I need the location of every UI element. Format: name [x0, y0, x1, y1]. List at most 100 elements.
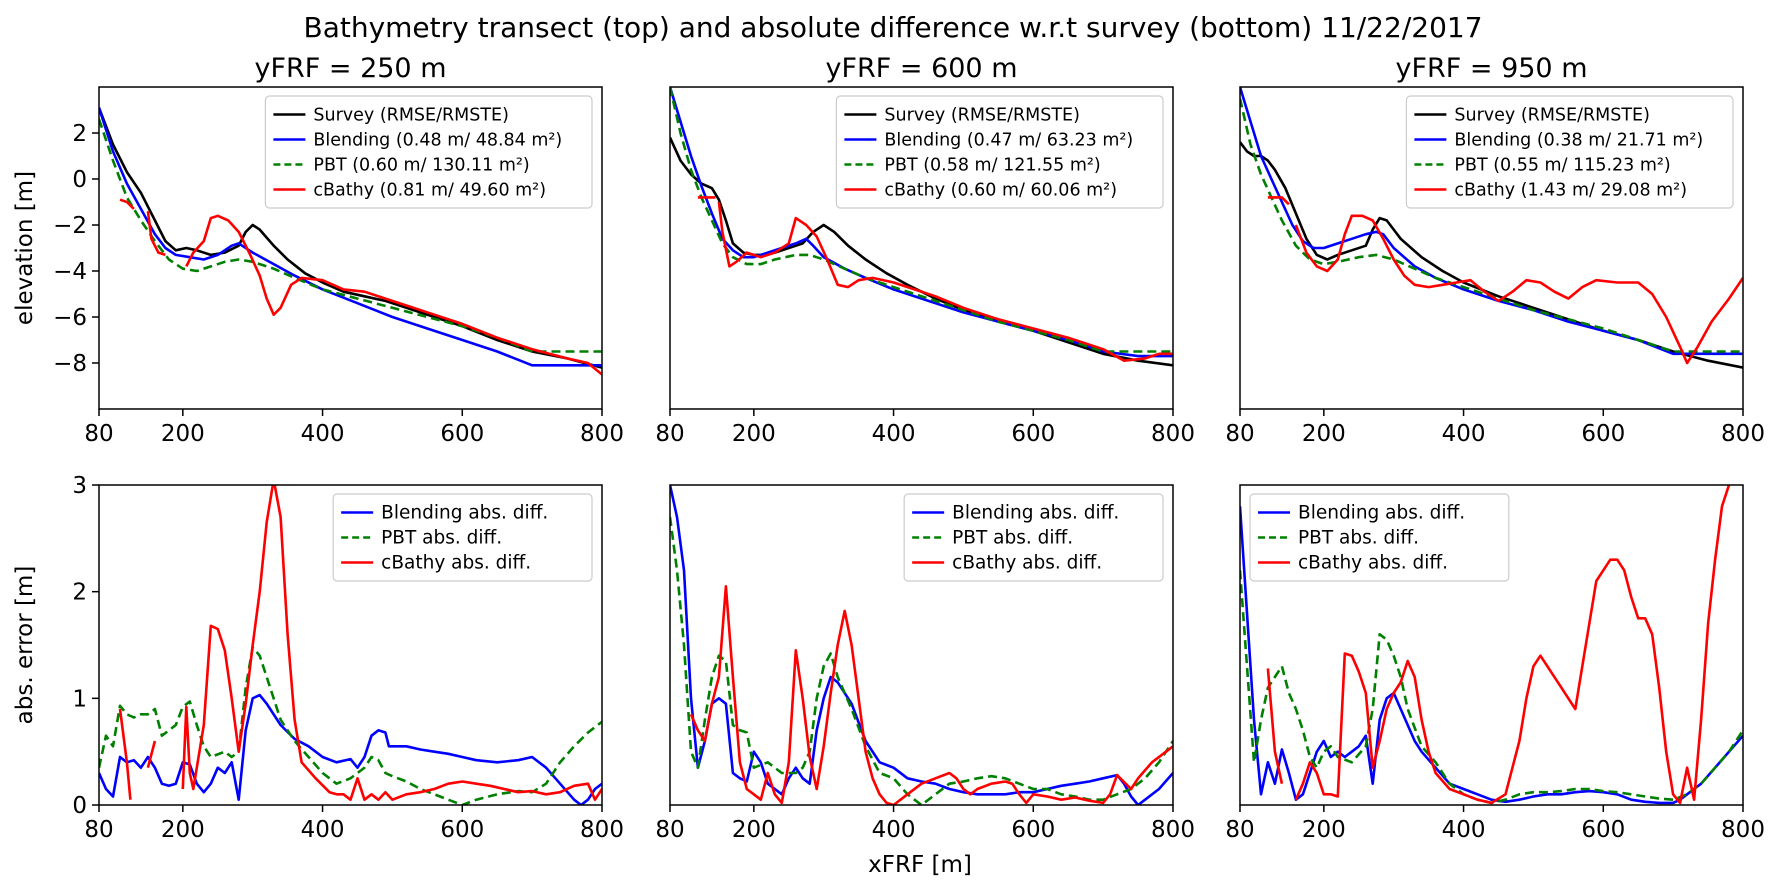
legend-label-pbt: PBT abs. diff.: [381, 528, 502, 549]
x-tick-label: 80: [84, 421, 113, 447]
x-tick-label: 200: [1302, 817, 1346, 843]
cbathy-series-line: [1294, 214, 1743, 365]
cbathy-series-line: [689, 584, 1173, 805]
cbathy-series-line: [1267, 196, 1290, 206]
cbathy-series-line: [1294, 485, 1731, 805]
y-tick-label: 2: [72, 121, 87, 147]
legend-label-cbathy: cBathy abs. diff.: [952, 553, 1102, 574]
pbt-series-line: [99, 645, 602, 805]
legend-label-blending: Blending abs. diff.: [381, 503, 548, 524]
plot-area: [670, 485, 1173, 805]
legend-box: [332, 493, 593, 582]
x-tick-label: 200: [732, 817, 776, 843]
blending-series-line: [1240, 506, 1743, 805]
x-tick-label: 400: [872, 817, 916, 843]
cbathy-series-line: [118, 708, 132, 800]
legend: Survey (RMSE/RMSTE) Blending (0.38 m/ 21.…: [1405, 95, 1734, 209]
legend-box: [1249, 493, 1510, 582]
x-tick-label: 200: [1302, 421, 1346, 447]
legend: Blending abs. diff. PBT abs. diff. cBathy …: [1249, 493, 1510, 582]
legend-label-blending: Blending abs. diff.: [952, 503, 1119, 524]
y-tick-label: 1: [72, 686, 87, 712]
legend: Blending abs. diff. PBT abs. diff. cBathy …: [903, 493, 1164, 582]
x-tick-label: 80: [1225, 421, 1254, 447]
survey-series-line: [1240, 141, 1743, 369]
axes-frame: [98, 484, 603, 806]
legend-label-survey: Survey (RMSE/RMSTE): [1454, 106, 1650, 126]
cbathy-series-line: [181, 485, 602, 802]
x-tick-label: 200: [161, 421, 205, 447]
x-tick-label: 200: [732, 421, 776, 447]
legend-label-survey: Survey (RMSE/RMSTE): [313, 106, 509, 126]
legend-label-blending: Blending (0.48 m/ 48.84 m²): [313, 131, 562, 151]
survey-series-line: [99, 107, 602, 369]
legend-label-cbathy: cBathy (1.43 m/ 29.08 m²): [1454, 181, 1687, 201]
plot-area: [1240, 87, 1743, 369]
y-axis-label: elevation [m]: [12, 171, 38, 325]
x-tick-label: 800: [580, 421, 624, 447]
legend-label-cbathy: cBathy (0.60 m/ 60.06 m²): [884, 181, 1117, 201]
x-tick-label: 400: [301, 817, 345, 843]
blending-series-line: [99, 693, 602, 805]
subplot-elevation-3: yFRF = 950 m 80 200 400 600 800 Survey (RMSE/R…: [1225, 53, 1765, 447]
pbt-series-line: [670, 87, 1173, 353]
cbathy-series-line: [146, 740, 157, 769]
x-tick-label: 800: [580, 817, 624, 843]
axes-frame: [669, 484, 1174, 806]
legend-label-pbt: PBT (0.55 m/ 115.23 m²): [1454, 156, 1670, 176]
cbathy-series-line: [146, 211, 166, 257]
x-tick-label: 600: [1011, 817, 1055, 843]
axes-frame: [98, 86, 603, 410]
y-tick-label: 2: [72, 580, 87, 606]
legend-box: [903, 493, 1164, 582]
legend: Survey (RMSE/RMSTE) Blending (0.47 m/ 63.…: [835, 95, 1164, 209]
shared-x-axis-label: xFRF [m]: [868, 852, 972, 878]
legend-box: [835, 95, 1164, 209]
x-tick-label: 600: [1581, 421, 1625, 447]
legend-label-cbathy: cBathy abs. diff.: [381, 553, 531, 574]
subplot-abs-error-1: abs. error [m] 80 200 400 600 800 0 1 2 3 Blending…: [12, 473, 624, 843]
cbathy-series-line: [717, 201, 1173, 363]
subplot-elevation-2: yFRF = 600 m 80 200 400 600 800 Survey (RMSE/R…: [655, 53, 1195, 447]
y-tick-label: −4: [53, 259, 87, 285]
x-tick-label: 80: [655, 421, 684, 447]
legend-box: [264, 95, 593, 209]
legend: Survey (RMSE/RMSTE) Blending (0.48 m/ 48.…: [264, 95, 593, 209]
plot-area: [99, 107, 602, 376]
blending-series-line: [670, 485, 1173, 805]
y-tick-label: −2: [53, 213, 87, 239]
figure-suptitle: Bathymetry transect (top) and absolute d…: [303, 11, 1482, 44]
x-tick-label: 400: [1442, 421, 1486, 447]
x-tick-label: 600: [1581, 817, 1625, 843]
cbathy-series-line: [119, 198, 135, 210]
y-tick-label: 3: [72, 473, 87, 499]
y-tick-label: −6: [53, 305, 87, 331]
x-tick-label: 80: [1225, 817, 1254, 843]
legend-label-cbathy: cBathy abs. diff.: [1298, 553, 1448, 574]
x-tick-label: 800: [1151, 421, 1195, 447]
legend-label-pbt: PBT abs. diff.: [1298, 528, 1419, 549]
plot-area: [670, 87, 1173, 367]
y-axis-label: abs. error [m]: [12, 566, 38, 725]
axes-frame: [669, 86, 1174, 410]
legend-box: [1405, 95, 1734, 209]
legend-label-survey: Survey (RMSE/RMSTE): [884, 106, 1080, 126]
subplot-abs-error-3: 80 200 400 600 800 Blending abs. diff. PBT abs…: [1225, 484, 1765, 843]
legend-label-pbt: PBT abs. diff.: [952, 528, 1073, 549]
cbathy-series-line: [1266, 668, 1284, 784]
y-tick-label: 0: [72, 167, 87, 193]
subplot-title: yFRF = 950 m: [1395, 53, 1587, 84]
subplot-elevation-1: yFRF = 250 m elevation [m] 80 200 400 600 800 2…: [12, 53, 624, 447]
legend-label-blending: Blending (0.38 m/ 21.71 m²): [1454, 131, 1703, 151]
legend-label-cbathy: cBathy (0.81 m/ 49.60 m²): [313, 181, 546, 201]
x-tick-label: 80: [84, 817, 113, 843]
x-tick-label: 600: [440, 817, 484, 843]
legend-label-blending: Blending abs. diff.: [1298, 503, 1465, 524]
x-tick-label: 400: [872, 421, 916, 447]
legend-label-pbt: PBT (0.58 m/ 121.55 m²): [884, 156, 1100, 176]
x-tick-label: 80: [655, 817, 684, 843]
pbt-series-line: [1240, 98, 1743, 353]
legend-label-pbt: PBT (0.60 m/ 130.11 m²): [313, 156, 529, 176]
